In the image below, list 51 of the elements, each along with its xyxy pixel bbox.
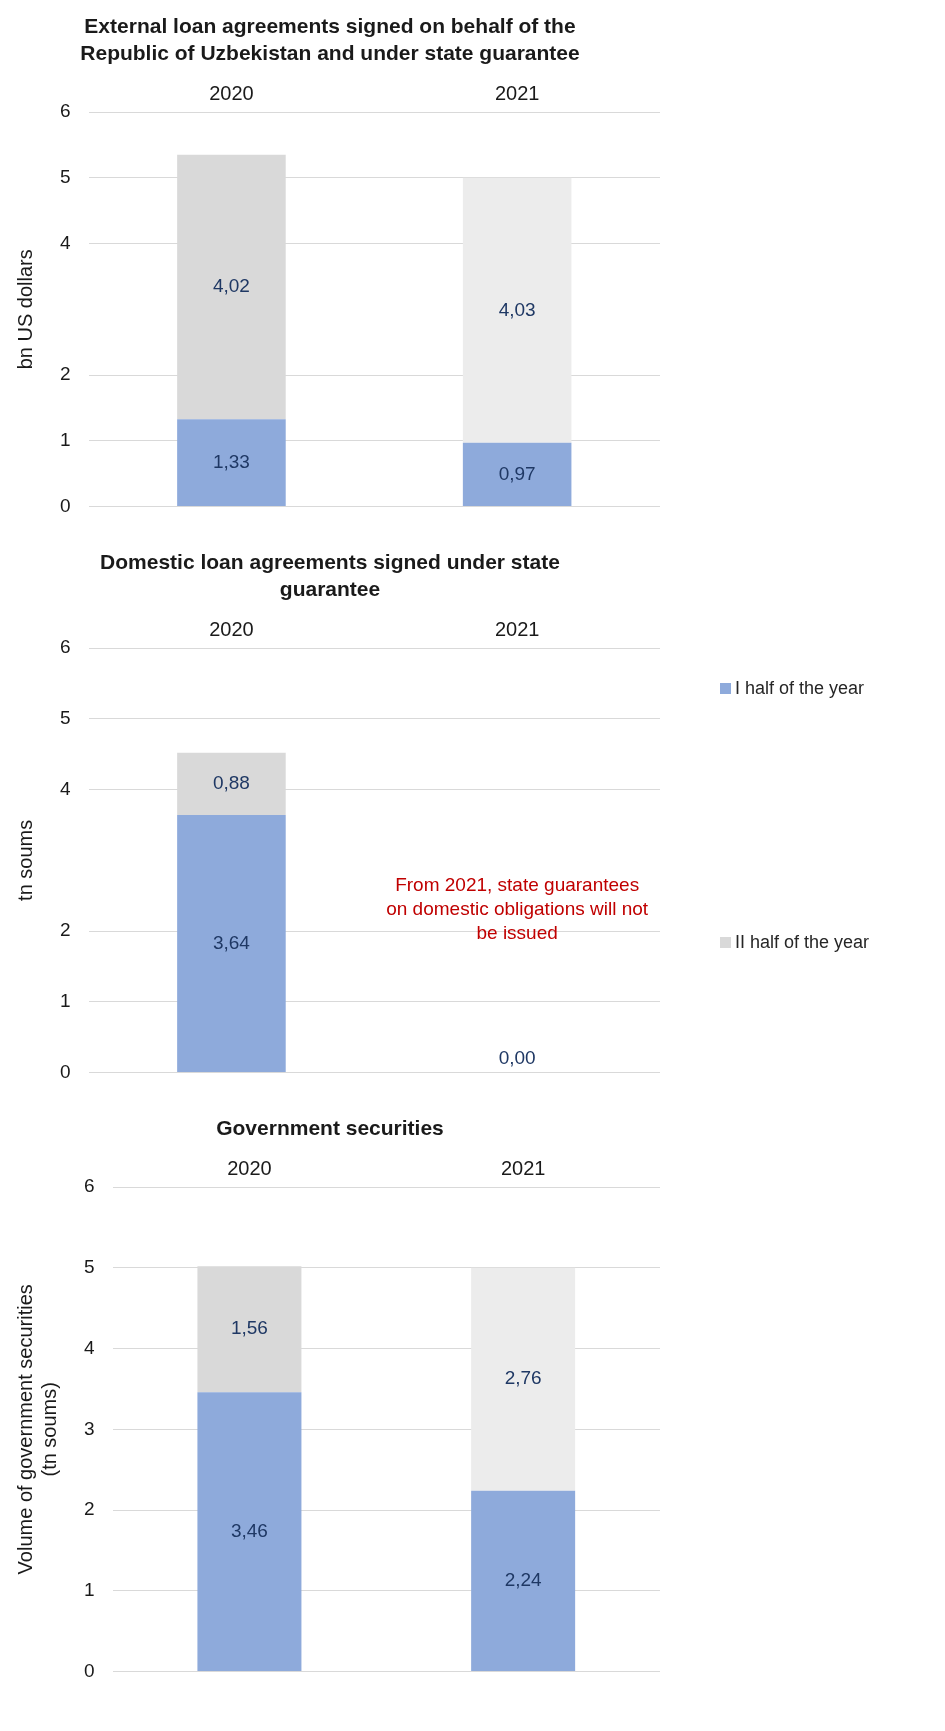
- y-axis-title: Volume of government securities (tn soums): [13, 1284, 60, 1575]
- chart-title: Domestic loan agreements signed under state guarantee: [99, 549, 561, 602]
- bar: [177, 419, 286, 507]
- bar: [462, 177, 572, 443]
- data-label: 0,00: [498, 1046, 536, 1068]
- x-tick-label: 2021: [494, 81, 540, 104]
- y-tick-label: 4: [59, 231, 71, 253]
- y-tick-label: 2: [59, 363, 71, 385]
- bar: [471, 1490, 576, 1672]
- y-axis-title: bn US dollars: [13, 249, 36, 370]
- y-axis-title: tn soums: [13, 819, 36, 901]
- y-tick-label: 5: [59, 707, 71, 728]
- y-tick-label: 1: [83, 1579, 95, 1601]
- bar: [197, 1392, 302, 1672]
- legend-label: I half of the year: [735, 677, 865, 698]
- y-tick-label: 0: [83, 1659, 95, 1681]
- y-tick-label: 0: [59, 494, 71, 516]
- x-tick-label: 2020: [209, 617, 254, 640]
- y-tick-label: 0: [59, 1060, 71, 1082]
- data-label: 3,64: [212, 931, 251, 953]
- y-tick-label: 6: [83, 1175, 95, 1197]
- data-label: 4,02: [212, 275, 250, 297]
- data-label: 4,03: [498, 298, 536, 320]
- y-tick-label: 2: [83, 1498, 95, 1520]
- data-label: 2,76: [504, 1367, 542, 1389]
- legend-label: II half of the year: [735, 932, 870, 953]
- bar: [471, 1267, 576, 1491]
- x-tick-label: 2020: [209, 81, 254, 104]
- y-tick-label: 6: [59, 636, 71, 658]
- data-label: 3,46: [230, 1519, 268, 1541]
- data-label: 0,97: [498, 462, 536, 484]
- annotation: From 2021, state guarantees on domestic obligations will not be issued: [386, 874, 649, 944]
- data-label: 0,88: [212, 772, 250, 794]
- x-tick-label: 2021: [500, 1156, 546, 1179]
- y-tick-label: 4: [83, 1336, 95, 1358]
- y-tick-label: 4: [59, 777, 71, 799]
- y-tick-label: 2: [59, 919, 71, 941]
- data-label: 2,24: [504, 1569, 543, 1591]
- y-tick-label: 5: [83, 1256, 95, 1277]
- data-label: 1,56: [230, 1317, 268, 1339]
- y-tick-label: 3: [83, 1417, 95, 1439]
- y-tick-label: 5: [59, 166, 71, 187]
- y-tick-label: 6: [59, 100, 71, 122]
- chart-title: Government securities: [215, 1115, 445, 1141]
- x-tick-label: 2021: [494, 617, 540, 640]
- x-tick-label: 2020: [227, 1156, 272, 1179]
- data-label: 1,33: [212, 450, 250, 472]
- bar: [462, 442, 572, 507]
- y-tick-label: 1: [59, 990, 71, 1012]
- chart-title: External loan agreements signed on behalf of the Republic of Uzbekistan and under state guarantee: [79, 13, 581, 66]
- y-tick-label: 1: [59, 429, 71, 451]
